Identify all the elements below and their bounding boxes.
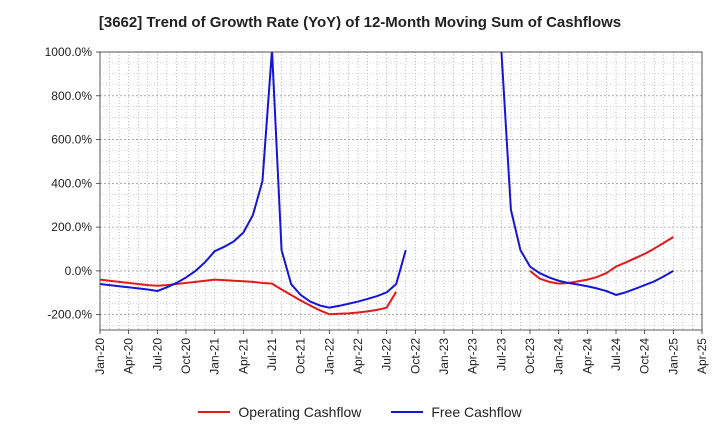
x-tick-label: Oct-24 (638, 338, 652, 374)
x-tick-label: Apr-22 (351, 338, 365, 374)
free-cashflow-line (100, 52, 407, 309)
grid (99, 51, 703, 330)
y-tick-label: 200.0% (51, 220, 92, 234)
legend-label-free: Free Cashflow (431, 404, 522, 420)
legend: Operating Cashflow Free Cashflow (0, 404, 720, 420)
x-tick-label: Apr-21 (236, 338, 250, 374)
x-tick-label: Apr-24 (580, 338, 594, 374)
x-tick-label: Jan-22 (322, 338, 336, 375)
legend-item-free: Free Cashflow (391, 404, 522, 420)
x-tick-label: Apr-25 (695, 338, 709, 374)
legend-swatch-free (391, 411, 424, 413)
x-tick-label: Oct-22 (408, 338, 422, 374)
x-tick-label: Jul-23 (494, 338, 508, 371)
x-tick-label: Oct-20 (179, 338, 193, 374)
operating-cashflow-line (100, 278, 398, 316)
x-tick-label: Apr-23 (466, 338, 480, 374)
x-tick-label: Jan-24 (552, 338, 566, 375)
y-tick-label: 600.0% (51, 133, 92, 147)
x-tick-label: Jul-24 (609, 338, 623, 371)
axes: -200.0% 0.0% 200.0% 400.0% 600.0% 800.0% 1000.… (45, 45, 709, 375)
y-tick-label: 0.0% (65, 264, 93, 278)
series-lines (100, 52, 674, 316)
y-tick-label: 400.0% (51, 176, 92, 190)
legend-label-operating: Operating Cashflow (238, 404, 362, 420)
x-tick-label: Jan-23 (437, 338, 451, 375)
free-cashflow-line (500, 52, 674, 296)
legend-swatch-operating (198, 411, 231, 413)
x-tick-label: Apr-20 (122, 338, 136, 374)
x-tick-label: Jan-25 (666, 338, 680, 375)
operating-cashflow-line (529, 236, 674, 285)
legend-item-operating: Operating Cashflow (198, 404, 361, 420)
x-tick-label: Oct-23 (523, 338, 537, 374)
y-tick-label: 800.0% (51, 89, 92, 103)
x-tick-label: Oct-21 (294, 338, 308, 374)
x-tick-label: Jul-20 (150, 338, 164, 371)
y-tick-label: 1000.0% (45, 45, 93, 59)
x-tick-label: Jul-22 (380, 338, 394, 371)
chart-title: [3662] Trend of Growth Rate (YoY) of 12-… (98, 14, 622, 31)
x-tick-label: Jan-20 (93, 338, 107, 375)
plot-frame (99, 51, 703, 331)
x-tick-label: Jul-21 (265, 338, 279, 371)
y-tick-label: -200.0% (47, 308, 92, 322)
x-tick-label: Jan-21 (208, 338, 222, 375)
